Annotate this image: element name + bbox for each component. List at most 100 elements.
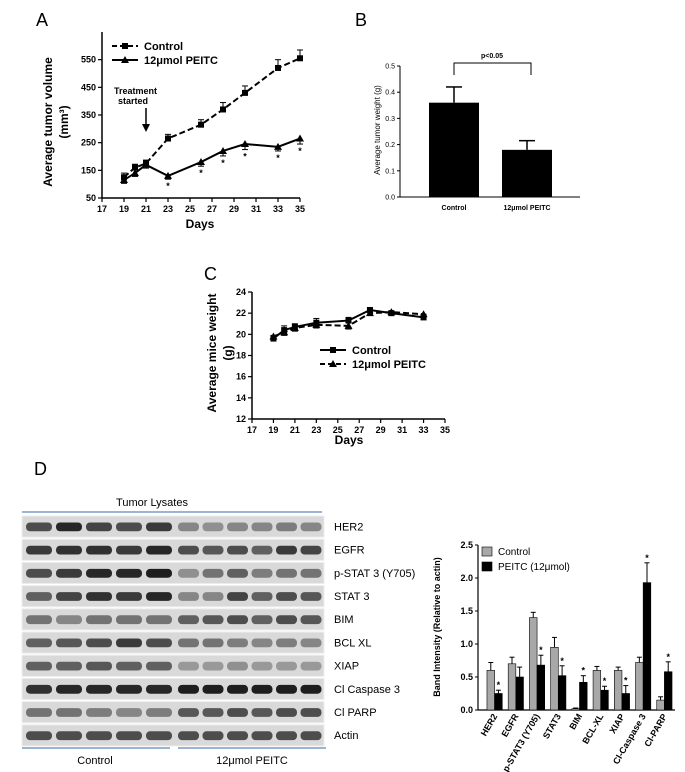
x-tick-label: 12μmol PEITC xyxy=(503,205,550,212)
x-tick-label: 23 xyxy=(163,204,173,214)
blot-band xyxy=(146,638,172,648)
y-tick-label: 2.0 xyxy=(460,573,473,583)
x-tick-label: HER2 xyxy=(479,712,500,738)
blot-band xyxy=(251,568,273,578)
blot-band xyxy=(86,568,112,578)
data-point xyxy=(274,142,282,150)
blot-band xyxy=(146,684,172,694)
blot-band xyxy=(202,708,224,717)
blot-label-cl-parp: Cl PARP xyxy=(334,707,377,719)
x-tick-label: 35 xyxy=(440,425,450,435)
chart-d-band-intensity: Band Intensity (Relative to actin) 0.0 0.… xyxy=(432,540,675,772)
blot-band xyxy=(276,684,297,694)
chart-a-ylabel-unit: (mm³) xyxy=(57,105,71,138)
significance-star: * xyxy=(645,553,649,563)
x-tick-label: EGFR xyxy=(499,712,520,739)
blot-band xyxy=(116,522,142,532)
blot-band xyxy=(56,615,82,625)
blot-band xyxy=(227,708,248,717)
blot-band xyxy=(227,545,248,555)
blot-header: Tumor Lysates xyxy=(116,497,188,509)
chart-a-annotation-line2: started xyxy=(118,96,148,106)
data-point xyxy=(242,89,248,96)
blot-band xyxy=(178,592,199,601)
legend-label: Control xyxy=(144,41,183,53)
blot-band xyxy=(26,615,52,625)
blot-band xyxy=(146,708,172,717)
blot-band xyxy=(116,592,142,601)
data-point xyxy=(269,332,278,340)
blot-strip xyxy=(21,585,325,608)
blot-band xyxy=(116,731,142,741)
significance-star: * xyxy=(199,168,203,178)
bar-control xyxy=(486,670,495,711)
data-point xyxy=(165,135,171,142)
blot-band xyxy=(178,731,199,741)
blot-band xyxy=(116,638,142,648)
panel-letter-a: A xyxy=(36,10,48,30)
legend-swatch xyxy=(481,546,493,557)
blot-band xyxy=(202,731,224,741)
blot-band xyxy=(227,661,248,671)
blot-band xyxy=(86,661,112,671)
data-point xyxy=(164,171,172,179)
blot-band xyxy=(56,638,82,648)
blot-band xyxy=(56,522,82,532)
x-tick-label: 31 xyxy=(397,425,407,435)
blot-band xyxy=(300,708,322,717)
blot-band xyxy=(276,568,297,578)
blot-band xyxy=(116,661,142,671)
panel-letter-d: D xyxy=(34,459,47,479)
blot-label-xiap: XIAP xyxy=(334,661,359,673)
blot-band xyxy=(300,684,322,694)
data-point xyxy=(344,321,353,329)
x-tick-label: BIM xyxy=(567,712,584,731)
significance-star: * xyxy=(221,158,225,168)
chart-a-xlabel: Days xyxy=(186,217,215,231)
blot-band xyxy=(178,615,199,625)
bar-control xyxy=(635,662,644,711)
blot-band xyxy=(251,545,273,555)
bar-peitc xyxy=(642,582,652,711)
blot-band xyxy=(300,731,322,741)
blot-band xyxy=(146,592,172,601)
blot-band xyxy=(26,522,52,532)
data-point xyxy=(197,158,205,166)
blot-label-her2: HER2 xyxy=(334,521,363,533)
x-tick-label: 33 xyxy=(273,204,283,214)
blot-label-p-stat-3-y705-: p-STAT 3 (Y705) xyxy=(334,568,415,580)
blot-band xyxy=(178,545,199,555)
western-blot: Tumor Lysates Control 12μmol PEITC HER2 E… xyxy=(21,497,415,767)
legend-label: PEITC (12μmol) xyxy=(498,562,570,573)
x-tick-label: 17 xyxy=(97,204,107,214)
significance-star: * xyxy=(666,652,670,662)
blot-strip xyxy=(21,631,325,654)
legend-label: 12μmol PEITC xyxy=(144,55,218,67)
blot-band xyxy=(86,708,112,717)
blot-band xyxy=(178,708,199,717)
y-tick-label: 450 xyxy=(81,82,96,92)
blot-band xyxy=(56,661,82,671)
blot-band xyxy=(227,684,248,694)
blot-band xyxy=(251,522,273,532)
panel-letter-b: B xyxy=(355,10,367,30)
blot-band xyxy=(202,615,224,625)
data-point xyxy=(387,308,396,316)
blot-band xyxy=(202,592,224,601)
bar-control xyxy=(656,699,665,711)
blot-label-actin: Actin xyxy=(334,730,358,742)
significance-star: * xyxy=(560,656,564,666)
blot-group-control: Control xyxy=(77,755,112,767)
x-tick-label: BCL-XL xyxy=(580,712,605,746)
bar-peitc xyxy=(494,693,503,711)
x-tick-label: 21 xyxy=(141,204,151,214)
x-tick-label: Control xyxy=(442,205,467,212)
annotation-arrow-head xyxy=(142,124,150,132)
blot-band xyxy=(116,568,142,578)
x-tick-label: 31 xyxy=(251,204,261,214)
blot-band xyxy=(300,615,322,625)
data-point xyxy=(198,121,204,128)
legend-marker xyxy=(329,360,337,367)
y-tick-label: 0.3 xyxy=(385,116,395,123)
chart-c-xlabel: Days xyxy=(335,433,364,447)
